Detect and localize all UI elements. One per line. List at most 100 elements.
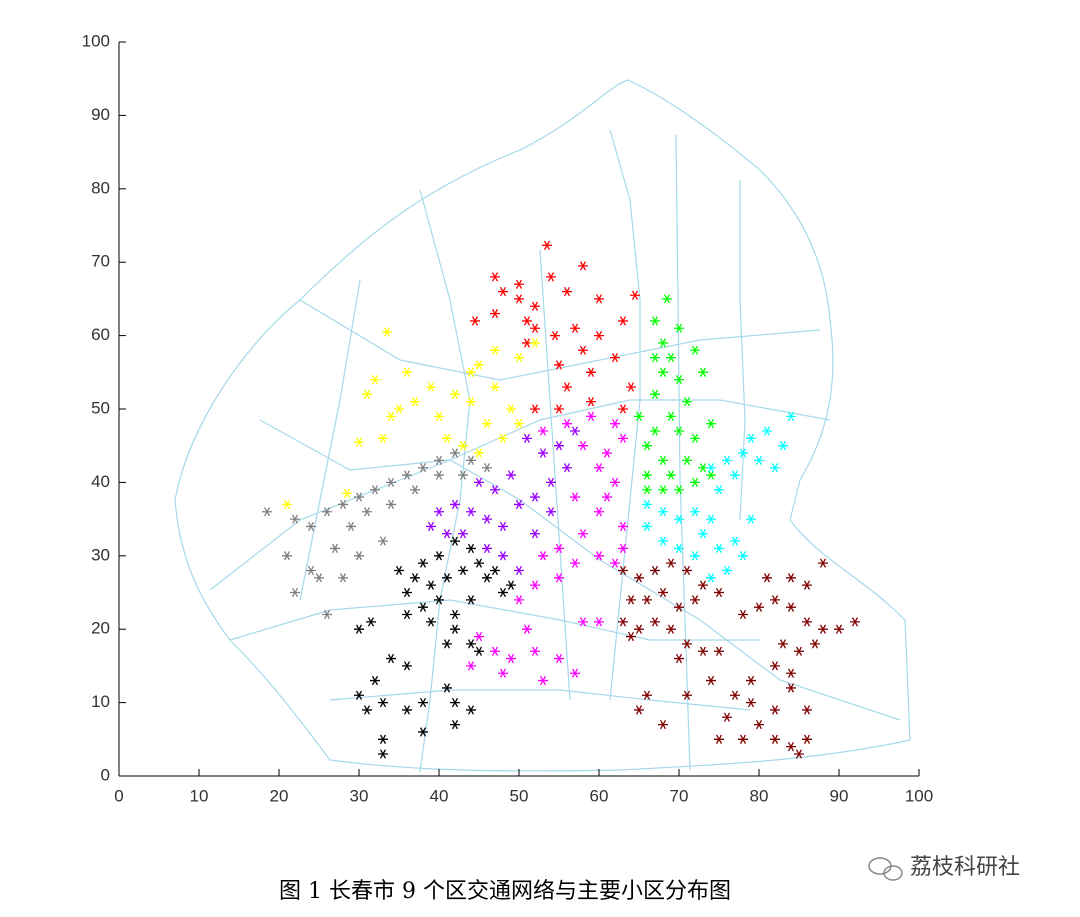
point <box>698 367 708 377</box>
point <box>554 441 564 451</box>
point <box>482 573 492 583</box>
y-tick-label: 60 <box>91 325 110 344</box>
point <box>474 360 484 370</box>
point <box>698 646 708 656</box>
point <box>770 734 780 744</box>
point <box>514 419 524 429</box>
point <box>498 433 508 444</box>
point <box>290 587 300 598</box>
point <box>578 529 588 539</box>
point <box>434 455 444 466</box>
point <box>706 573 716 583</box>
point <box>618 565 628 576</box>
y-tick-label: 100 <box>82 31 110 50</box>
point <box>410 573 420 583</box>
point <box>490 485 500 495</box>
point <box>306 521 316 532</box>
point <box>818 624 828 634</box>
point <box>594 330 604 341</box>
point <box>490 565 500 576</box>
point <box>618 617 628 627</box>
point <box>722 712 732 722</box>
point <box>642 499 652 510</box>
point <box>434 470 444 480</box>
point <box>434 507 444 517</box>
point <box>674 374 684 385</box>
point <box>346 521 356 532</box>
point <box>706 470 716 480</box>
x-tick-label: 40 <box>430 786 449 805</box>
point <box>542 240 552 250</box>
point <box>738 734 748 744</box>
point <box>770 463 780 473</box>
road <box>259 419 901 721</box>
point <box>362 507 372 517</box>
point <box>370 675 380 686</box>
point <box>386 411 396 421</box>
point <box>586 411 596 421</box>
point <box>538 551 548 561</box>
point <box>650 426 660 436</box>
point <box>594 507 604 517</box>
point <box>618 521 628 532</box>
point <box>650 389 660 399</box>
point <box>474 448 484 458</box>
point <box>578 441 588 451</box>
point <box>402 661 412 671</box>
point <box>810 639 820 649</box>
point <box>770 595 780 605</box>
point <box>690 551 700 561</box>
point <box>802 734 812 744</box>
point <box>362 389 372 399</box>
point <box>314 573 324 583</box>
point <box>674 543 684 554</box>
road <box>675 134 691 771</box>
point <box>706 514 716 524</box>
point <box>706 419 716 429</box>
point <box>658 536 668 546</box>
point <box>754 719 764 730</box>
point <box>634 411 644 421</box>
point <box>530 323 540 333</box>
point <box>618 404 628 414</box>
point <box>666 352 676 363</box>
point <box>666 411 676 421</box>
watermark: 荔枝科研社 <box>910 854 1020 879</box>
point <box>786 602 796 612</box>
point <box>554 360 564 370</box>
point <box>370 485 380 495</box>
point <box>578 261 588 271</box>
point <box>530 338 540 348</box>
point <box>658 719 668 730</box>
point <box>474 477 484 488</box>
point <box>674 485 684 495</box>
point <box>498 668 508 678</box>
point <box>410 397 420 407</box>
x-tick-label: 70 <box>670 786 689 805</box>
point <box>466 661 476 671</box>
point <box>682 690 692 700</box>
road <box>209 399 831 591</box>
point <box>450 609 460 620</box>
point <box>290 514 300 524</box>
point <box>834 624 844 634</box>
point <box>674 323 684 333</box>
point <box>562 286 572 297</box>
point <box>418 602 428 612</box>
point <box>514 565 524 576</box>
point <box>434 595 444 605</box>
point <box>394 565 404 576</box>
point <box>450 499 460 510</box>
point <box>498 521 508 532</box>
y-tick-label: 50 <box>91 398 110 417</box>
point <box>550 330 560 341</box>
point <box>762 573 772 583</box>
point <box>578 617 588 627</box>
point <box>466 397 476 407</box>
x-tick-label: 30 <box>350 786 369 805</box>
point <box>530 646 540 656</box>
point <box>522 316 532 326</box>
point <box>306 565 316 576</box>
point <box>378 749 388 759</box>
